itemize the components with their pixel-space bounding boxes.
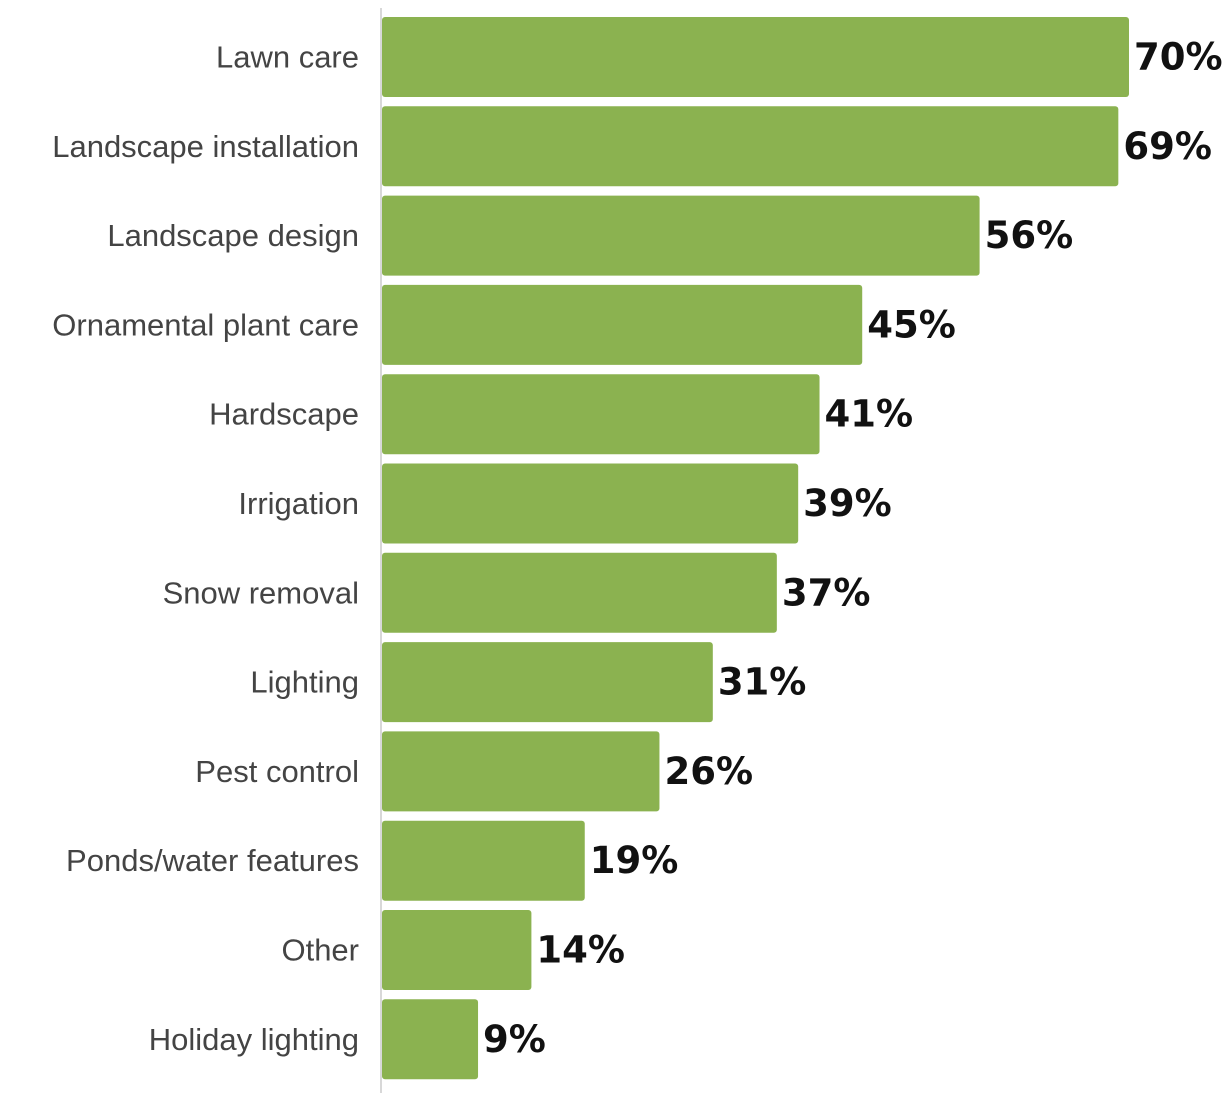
category-label: Pest control xyxy=(195,754,359,789)
value-label: 56% xyxy=(985,214,1074,257)
category-label: Ponds/water features xyxy=(66,843,359,878)
value-label: 14% xyxy=(536,929,625,972)
category-label: Ornamental plant care xyxy=(52,307,359,342)
category-label: Lighting xyxy=(250,665,359,700)
value-label: 26% xyxy=(664,750,753,793)
value-label: 45% xyxy=(867,303,956,346)
value-label: 9% xyxy=(483,1018,546,1061)
bar-1 xyxy=(382,106,1119,187)
bars-layer xyxy=(382,17,1129,1080)
category-labels-layer: Lawn care Landscape installation Landscape… xyxy=(52,40,359,1057)
category-label: Landscape installation xyxy=(52,129,359,164)
bar-2 xyxy=(382,195,980,276)
value-label: 39% xyxy=(803,482,892,525)
category-label: Other xyxy=(281,933,359,968)
bar-3 xyxy=(382,284,863,365)
category-label: Landscape design xyxy=(107,218,359,253)
value-label: 37% xyxy=(782,571,871,614)
value-label: 19% xyxy=(590,839,679,882)
bar-10 xyxy=(382,910,532,990)
value-labels-layer: 70% 69% 56% 45% 41% 39% 37% 31% 26% 19% 14% 9% xyxy=(483,36,1223,1061)
category-label: Lawn care xyxy=(216,40,359,75)
bar-5 xyxy=(382,463,799,544)
category-label: Holiday lighting xyxy=(149,1022,359,1057)
bar-11 xyxy=(382,999,479,1080)
value-label: 41% xyxy=(825,393,914,436)
value-label: 70% xyxy=(1134,36,1223,79)
bar-4 xyxy=(382,374,820,455)
value-label: 31% xyxy=(718,661,807,704)
category-label: Irrigation xyxy=(238,486,359,521)
value-label: 69% xyxy=(1123,125,1212,168)
bar-9 xyxy=(382,820,585,901)
category-label: Hardscape xyxy=(209,397,359,432)
bar-8 xyxy=(382,731,660,812)
category-label: Snow removal xyxy=(163,575,359,610)
bar-7 xyxy=(382,642,713,723)
bar-0 xyxy=(382,17,1129,97)
bar-6 xyxy=(382,552,777,633)
